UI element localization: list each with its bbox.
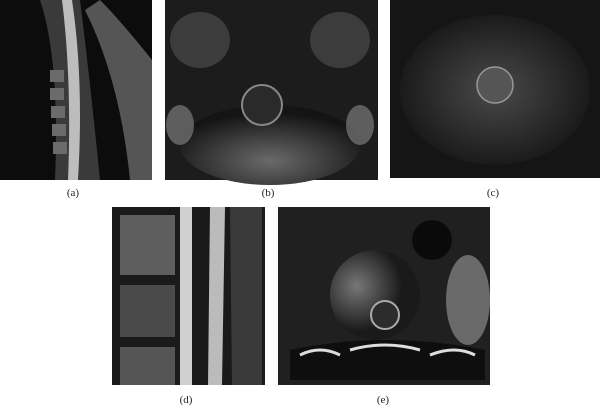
panel-label: (a): [67, 187, 80, 199]
image-c: [390, 0, 600, 178]
image-b: [165, 0, 378, 185]
image-d: [112, 207, 265, 385]
panel-label: (d): [180, 394, 193, 406]
panel-label: (e): [377, 394, 390, 406]
panel-label: (b): [262, 187, 275, 199]
image-a: [0, 0, 152, 180]
panel-label: (c): [487, 187, 500, 199]
image-e: [278, 207, 490, 385]
